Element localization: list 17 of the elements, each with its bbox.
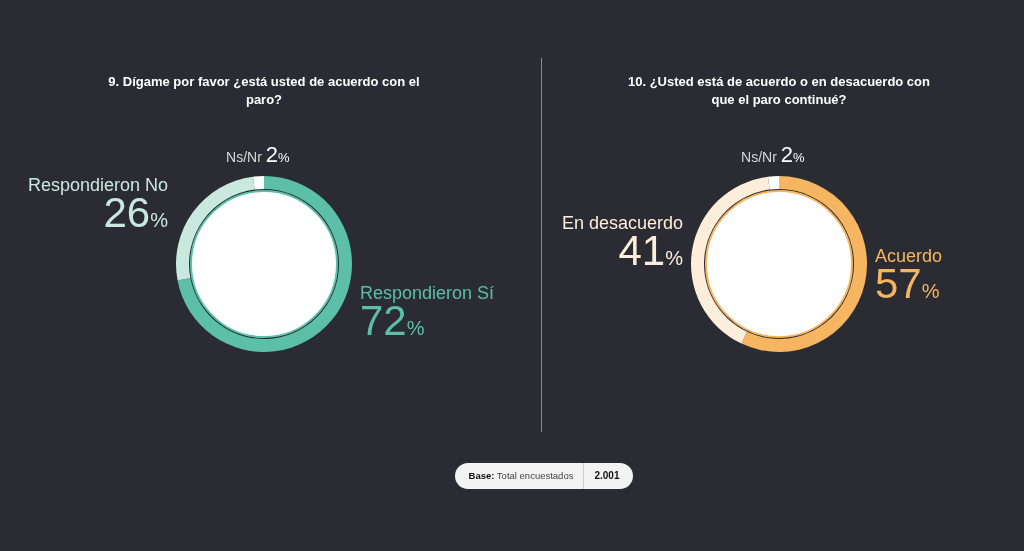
slice-label: Ns/Nr (226, 149, 266, 165)
text: 2.001 (583, 463, 630, 489)
slice-label: Acuerdo (875, 246, 943, 267)
data-label: 2% (265, 142, 291, 167)
chart-title: 10. ¿Usted está de acuerdo o en desacuerdo con que el paro continué? (627, 73, 931, 109)
donut-slice (741, 176, 867, 352)
donut-slice (252, 176, 264, 190)
slice-label: Respondieron No (27, 175, 168, 196)
slice-label: Ns/Nr (741, 149, 781, 165)
chart-title: 9. Dígame por favor ¿está usted de acuerdo con el paro? (107, 73, 421, 109)
text: Base: Total encuestados (467, 469, 575, 483)
donut-slice (691, 176, 770, 344)
donut-slice (177, 176, 352, 352)
donut-slice (176, 176, 255, 281)
data-label: 2% (780, 142, 806, 167)
slice-label: En desacuerdo (561, 213, 683, 234)
donut-slice (767, 176, 779, 190)
